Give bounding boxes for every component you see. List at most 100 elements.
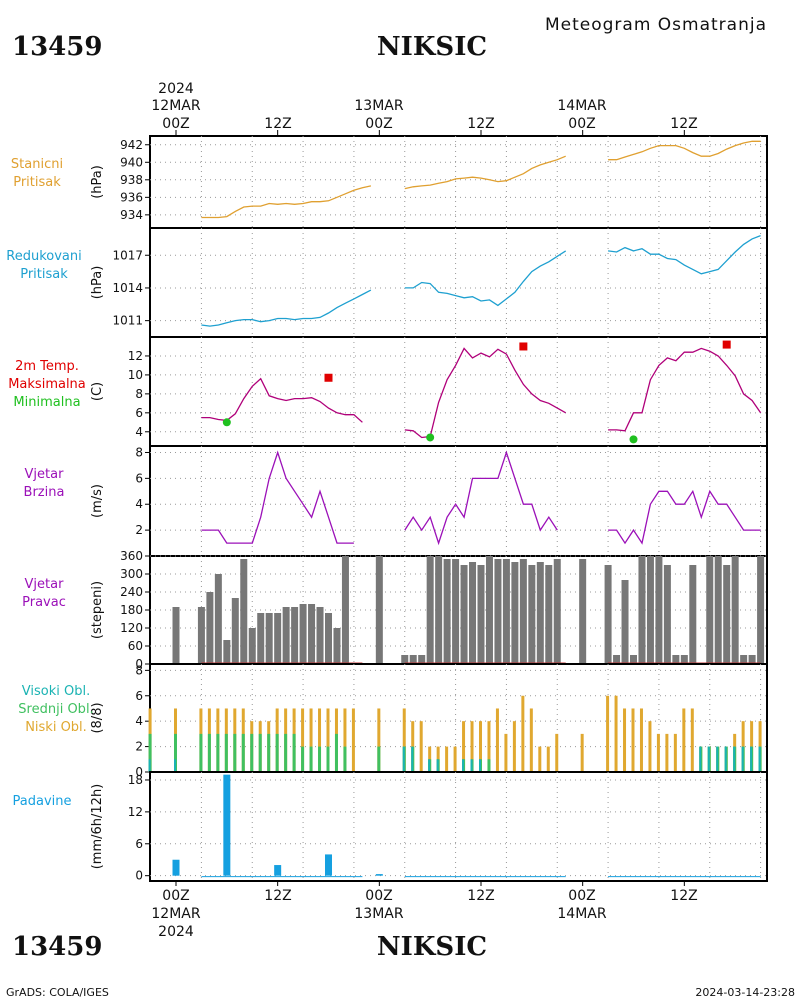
precip-ytick-label: 0 (135, 869, 143, 883)
wind-dir-bar (714, 556, 722, 664)
wind-speed-line (201, 450, 354, 544)
low-cloud-bar (690, 708, 694, 772)
temperature-ytick-label: 12 (128, 349, 143, 363)
wind-dir-bar (536, 562, 544, 664)
mid-cloud-bar (377, 746, 381, 772)
wind-dir-bar (248, 628, 256, 664)
wind-dir-bar (519, 559, 527, 664)
temperature-ytick-label: 10 (128, 368, 143, 382)
wind_speed-ytick-label: 2 (135, 523, 143, 537)
wind-dir-bar (757, 556, 765, 664)
low-cloud-bar (419, 721, 423, 772)
high-cloud-bar (428, 759, 431, 772)
station_pressure-ytick-label: 934 (120, 208, 143, 222)
wind-dir-bar (257, 613, 265, 664)
wind_speed-ytick-label: 8 (135, 445, 143, 459)
mid-cloud-bar (343, 746, 347, 772)
low-cloud-bar (682, 708, 686, 772)
mid-cloud-bar (326, 746, 330, 772)
time-tick-bottom-3: 00Z (365, 888, 392, 904)
station-name-top: NIKSIC (377, 32, 487, 62)
low-cloud-bar (673, 733, 677, 772)
temperature-ytick-label: 4 (135, 425, 143, 439)
mid-cloud-bar (292, 733, 296, 772)
wind_speed-ytick-label: 6 (135, 471, 143, 485)
low-cloud-bar (614, 695, 618, 772)
year-label-top: 2024 (158, 81, 194, 97)
panels-group: 934 936 938 940 942 (hPa) Stanicni Pritisak 1011… (6, 130, 768, 886)
temperature-unit-label: (C) (90, 382, 105, 401)
mid-cloud-bar (334, 733, 338, 772)
wind-dir-bar (426, 556, 434, 664)
wind_dir-ytick-label: 0 (135, 657, 143, 671)
wind-dir-bar (409, 655, 417, 664)
station_pressure-ytick-label: 936 (120, 190, 143, 204)
high-cloud-bar (479, 759, 481, 772)
reduced_pressure-label: Pritisak (20, 267, 68, 282)
time-tick-top-4: 12Z (467, 116, 494, 132)
wind-dir-bar (477, 565, 485, 664)
low-cloud-bar (665, 733, 669, 772)
mid-cloud-bar (207, 733, 211, 772)
temperature-ytick-label: 6 (135, 406, 143, 420)
precip-bar (223, 774, 231, 876)
wind-speed-line (608, 489, 761, 545)
low-cloud-bar (377, 708, 381, 772)
wind_speed-label: Vjetar (25, 467, 65, 482)
wind-dir-bar (604, 565, 612, 664)
low-cloud-bar (487, 721, 491, 772)
tmax-marker (519, 342, 528, 351)
low-cloud-bar (462, 721, 466, 772)
temperature-line (201, 377, 363, 423)
wind-dir-bar (299, 604, 307, 664)
low-cloud-bar (631, 708, 635, 772)
high-cloud-bar (470, 759, 473, 772)
clouds-label: Srednji Obl. (18, 702, 93, 717)
wind_dir-ytick-label: 360 (120, 549, 143, 563)
temperature-label: Minimalna (13, 395, 80, 410)
precip-frame (149, 771, 768, 882)
low-cloud-bar (445, 746, 449, 772)
mid-cloud-bar (148, 733, 152, 772)
wind_speed-unit-label: (m/s) (90, 484, 105, 518)
low-cloud-bar (546, 746, 550, 772)
chart-subtitle: Meteogram Osmatranja (545, 15, 767, 35)
mid-cloud-bar (309, 746, 313, 772)
reduced-pressure-line (608, 234, 761, 275)
wind-dir-bar (553, 559, 561, 664)
mid-cloud-bar (284, 733, 288, 772)
low-cloud-bar (309, 708, 313, 772)
date-label-bottom-2: 13MAR (354, 906, 403, 922)
high-cloud-bar (148, 759, 151, 772)
wind-dir-bar (579, 559, 587, 664)
mid-cloud-bar (241, 733, 245, 772)
high-cloud-bar (436, 759, 439, 772)
wind-dir-bar (231, 598, 239, 664)
mid-cloud-bar (258, 733, 262, 772)
time-tick-bottom-5: 00Z (568, 888, 595, 904)
clouds-label: Niski Obl. (25, 720, 87, 735)
reduced_pressure-unit-label: (hPa) (90, 266, 105, 300)
station-name-bottom: NIKSIC (377, 932, 487, 962)
low-cloud-bar (495, 708, 499, 772)
low-cloud-bar (580, 733, 584, 772)
mid-cloud-bar (199, 733, 203, 772)
high-cloud-bar (733, 746, 736, 772)
time-tick-top-5: 00Z (568, 116, 595, 132)
wind-dir-bar (613, 655, 621, 664)
wind-dir-bar (265, 613, 273, 664)
wind-dir-bar (469, 562, 477, 664)
clouds-ytick-label: 6 (135, 689, 143, 703)
wind-dir-bar (214, 574, 222, 664)
high-cloud-bar (750, 746, 753, 772)
wind-dir-bar (630, 655, 637, 664)
precip-bar (375, 874, 383, 876)
temperature-line (608, 347, 762, 432)
reduced_pressure-ytick-label: 1014 (112, 281, 143, 295)
precip-bar (274, 865, 282, 876)
low-cloud-bar (453, 746, 457, 772)
precip-unit-label: (mm/6h/12h) (90, 784, 105, 870)
low-cloud-bar (512, 721, 516, 772)
wind-dir-bar (621, 580, 629, 664)
low-cloud-bar (639, 708, 643, 772)
